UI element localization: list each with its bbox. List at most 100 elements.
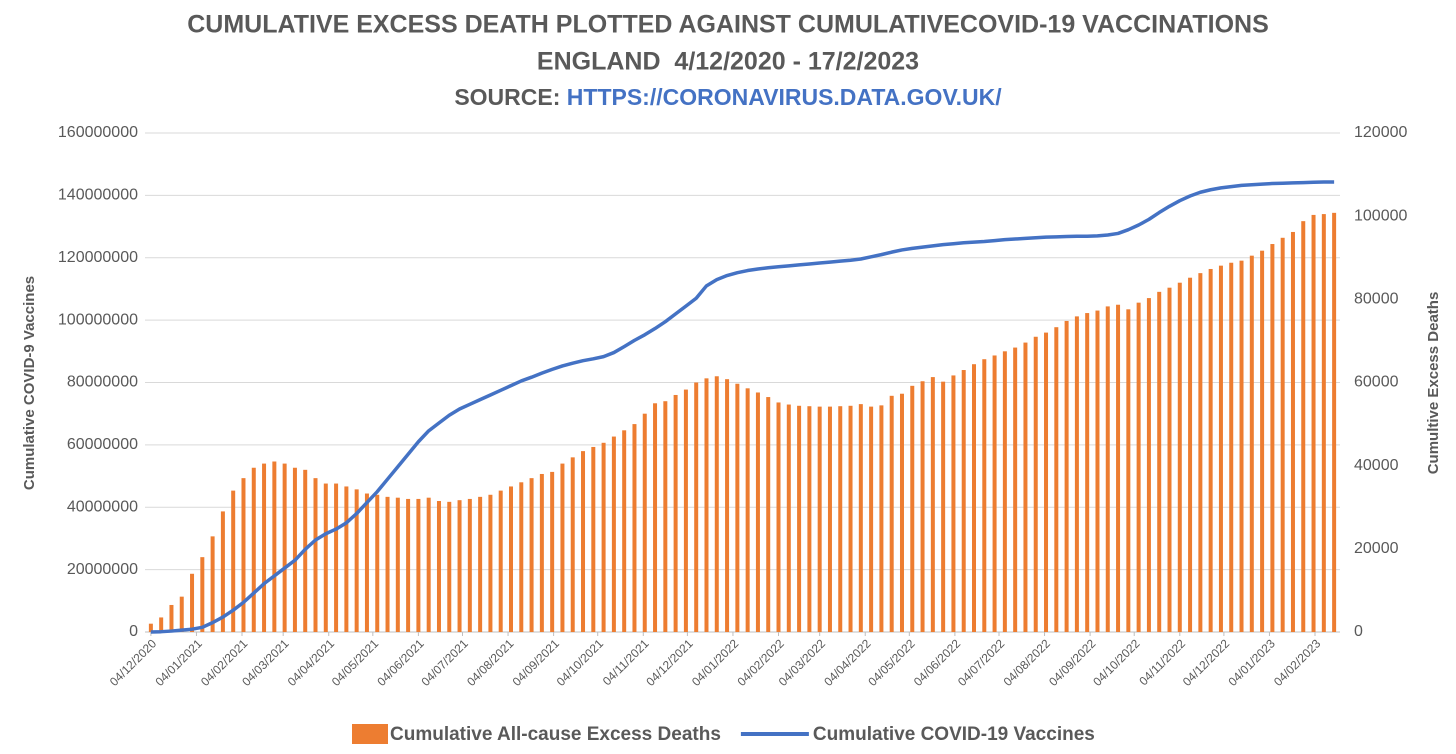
x-tick-label: 04/07/2021 <box>418 636 471 689</box>
x-tick-label: 04/07/2022 <box>955 636 1008 689</box>
bar <box>1157 291 1162 632</box>
bar <box>560 463 565 632</box>
bar <box>539 473 544 632</box>
bar <box>797 405 802 632</box>
legend-swatch <box>352 724 388 744</box>
bar <box>426 497 431 632</box>
x-tick-label: 04/04/2021 <box>285 636 338 689</box>
bar <box>251 467 256 632</box>
bar <box>745 388 750 632</box>
bar <box>1301 221 1306 632</box>
bar <box>1044 332 1049 632</box>
bar <box>920 381 925 632</box>
bar <box>1074 316 1079 632</box>
bar <box>591 446 596 632</box>
y-axis-title: Cumulative COVID-9 Vaccines <box>21 276 38 490</box>
bar <box>220 511 225 632</box>
y2-tick-label: 60000 <box>1354 374 1399 391</box>
y-tick-label: 120000000 <box>58 249 138 266</box>
bar <box>1311 214 1316 632</box>
source: SOURCE: HTTPS://CORONAVIRUS.DATA.GOV.UK/ <box>454 84 1002 110</box>
bar <box>1290 231 1295 633</box>
bar <box>1239 260 1244 632</box>
bar <box>354 489 359 632</box>
bar <box>272 461 277 632</box>
bar <box>899 393 904 632</box>
y2-tick-label: 0 <box>1354 623 1363 640</box>
x-tick-label: 04/06/2021 <box>374 636 427 689</box>
bar <box>755 392 760 632</box>
bar <box>1332 212 1337 632</box>
bar <box>1105 306 1110 632</box>
bar <box>313 478 318 632</box>
x-tick-label: 04/08/2021 <box>464 636 517 689</box>
bar <box>457 500 462 632</box>
y-tick-label: 40000000 <box>67 498 138 515</box>
bar <box>159 617 164 632</box>
bar <box>725 379 730 632</box>
y2-tick-label: 120000 <box>1354 124 1407 141</box>
bar <box>447 501 452 632</box>
bar <box>478 496 483 632</box>
bar <box>1085 313 1090 632</box>
bar <box>1136 302 1141 632</box>
bar <box>1023 342 1028 632</box>
bar <box>776 402 781 632</box>
y-tick-label: 80000000 <box>67 374 138 391</box>
bar <box>498 490 503 632</box>
bar <box>508 486 513 632</box>
source-url: HTTPS://CORONAVIRUS.DATA.GOV.UK/ <box>567 84 1002 110</box>
bar <box>951 375 956 632</box>
bar <box>1146 298 1151 632</box>
y-tick-label: 160000000 <box>58 124 138 141</box>
bar <box>694 382 699 632</box>
bar <box>1013 347 1018 632</box>
y2-axis-title: Cumultive Excess Deaths <box>1425 292 1442 475</box>
bar <box>1270 244 1275 632</box>
bar <box>992 355 997 632</box>
bar <box>642 413 647 632</box>
y2-tick-label: 40000 <box>1354 457 1399 474</box>
bar <box>858 404 863 632</box>
x-tick-label: 04/08/2022 <box>1001 636 1054 689</box>
bar <box>519 482 524 632</box>
line <box>150 180 1335 634</box>
bar <box>838 406 843 632</box>
bar <box>827 406 832 632</box>
bar <box>622 430 627 632</box>
bar <box>1064 320 1069 632</box>
bar <box>941 381 946 632</box>
bar <box>406 498 411 632</box>
bar <box>663 401 668 632</box>
y-tick-label: 0 <box>129 623 138 640</box>
bar <box>632 424 637 632</box>
bar <box>1198 273 1203 632</box>
y-tick-label: 140000000 <box>58 187 138 204</box>
bar <box>364 493 369 632</box>
bar <box>879 405 884 632</box>
x-tick-label: 04/10/2021 <box>554 636 607 689</box>
bar <box>344 486 349 632</box>
y2-tick-label: 20000 <box>1354 540 1399 557</box>
x-tick-label: 04/01/2023 <box>1225 636 1278 689</box>
x-tick-label: 04/09/2021 <box>510 636 563 689</box>
bar <box>1208 268 1213 632</box>
bar <box>1321 214 1326 632</box>
bar <box>282 463 287 632</box>
bar <box>817 406 822 632</box>
bar <box>910 385 915 632</box>
x-tick-label: 04/01/2021 <box>152 636 205 689</box>
bar <box>786 404 791 632</box>
bar <box>930 377 935 632</box>
bar <box>550 471 555 632</box>
bar <box>292 467 297 632</box>
bar <box>673 394 678 632</box>
bar <box>169 604 174 632</box>
bar <box>1260 250 1265 632</box>
y-tick-label: 100000000 <box>58 311 138 328</box>
bar <box>231 490 236 632</box>
y2-tick-label: 80000 <box>1354 291 1399 308</box>
chart-title: CUMULATIVE EXCESS DEATH PLOTTED AGAINST … <box>187 11 1269 39</box>
bar <box>323 483 328 632</box>
